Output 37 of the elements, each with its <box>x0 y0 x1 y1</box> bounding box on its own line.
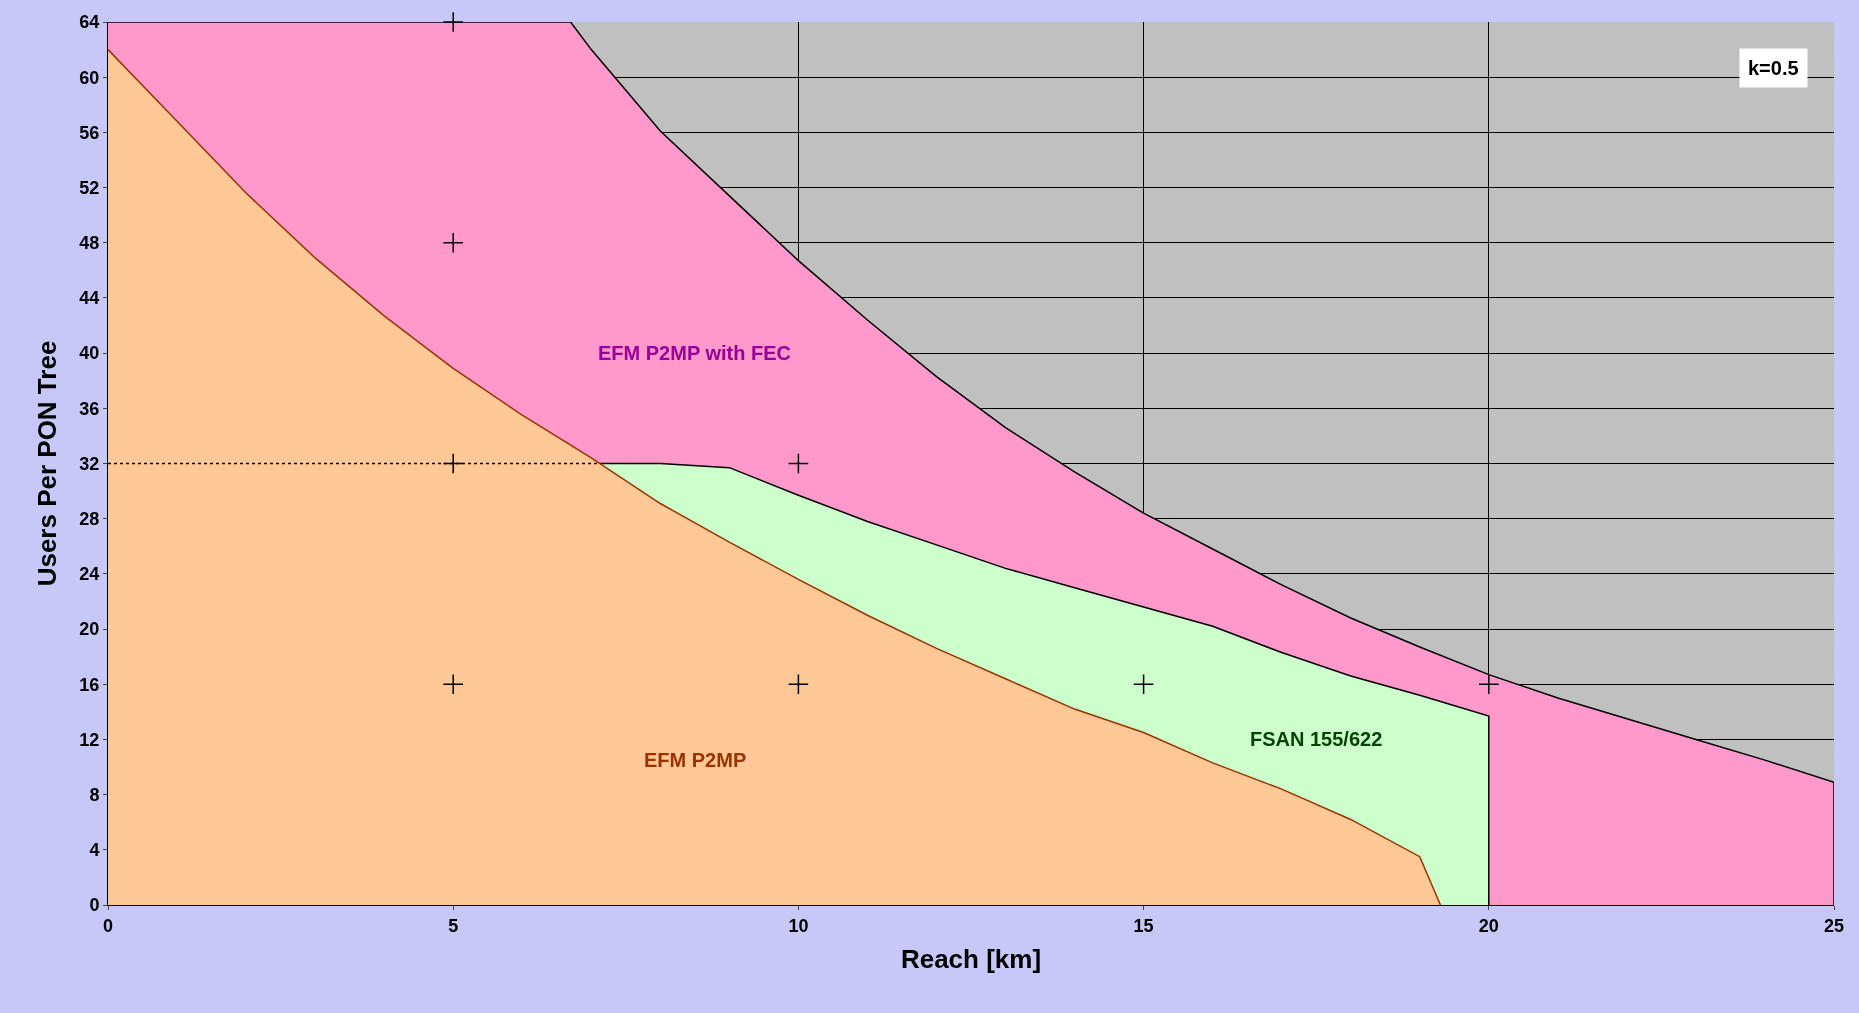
x-tick-label: 0 <box>102 915 114 936</box>
point <box>442 452 464 475</box>
y-tick-label: 12 <box>79 729 100 750</box>
y-tick-label: 64 <box>79 12 100 33</box>
annotation: FSAN 155/622 <box>1250 728 1383 750</box>
x-tick-label: 10 <box>788 915 809 936</box>
y-tick-label: 20 <box>79 619 100 640</box>
x-tick-label: 20 <box>1478 915 1499 936</box>
point <box>442 673 464 695</box>
y-tick-label: 28 <box>79 508 100 529</box>
y-tick-label: 44 <box>79 288 100 309</box>
point <box>787 673 809 695</box>
x-tick-label: 5 <box>448 915 459 936</box>
x-axis-title: Reach [km] <box>900 944 1042 975</box>
y-tick-label: 0 <box>89 895 100 916</box>
point <box>442 232 464 254</box>
y-axis-title: Users Per PON Tree <box>31 340 62 587</box>
x-tick-label: 25 <box>1823 915 1845 936</box>
y-tick-label: 56 <box>79 122 100 143</box>
point <box>1478 673 1500 695</box>
point <box>787 452 809 475</box>
y-tick-label: 4 <box>89 840 100 861</box>
y-tick-label: 52 <box>79 177 100 198</box>
y-tick-label: 8 <box>89 784 100 805</box>
y-tick-label: 24 <box>79 564 100 585</box>
y-tick-label: 48 <box>79 233 100 254</box>
point <box>1133 673 1155 695</box>
point <box>442 11 464 33</box>
y-tick-label: 40 <box>79 343 100 364</box>
y-tick-label: 32 <box>79 453 100 474</box>
annotation: EFM P2MP <box>644 749 747 771</box>
x-tick-label: 15 <box>1133 915 1154 936</box>
annotation: k=0.5 <box>1748 57 1799 79</box>
y-tick-label: 36 <box>79 398 100 419</box>
annotation: EFM P2MP with FEC <box>598 342 791 364</box>
y-tick-label: 16 <box>79 674 100 695</box>
y-tick-label: 60 <box>79 67 100 88</box>
